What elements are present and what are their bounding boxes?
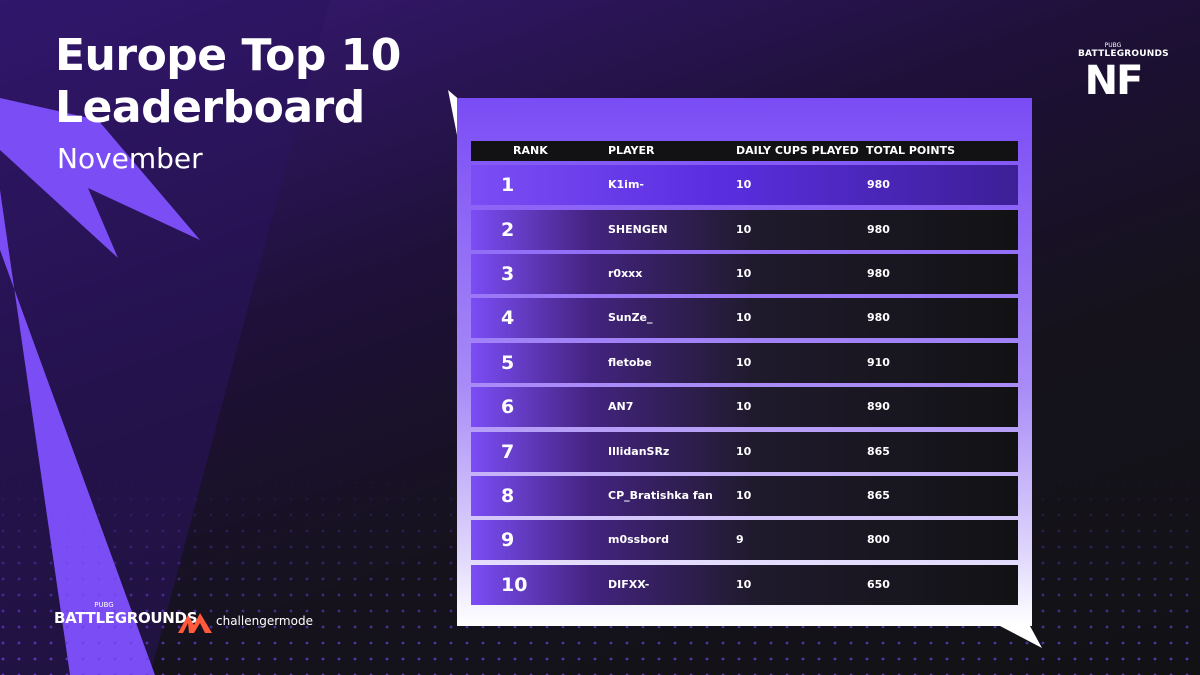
total-points-cell: 980 bbox=[867, 178, 890, 191]
player-cell: m0ssbord bbox=[608, 533, 669, 546]
rank-cell: 4 bbox=[501, 307, 515, 329]
nf-logo-pubg-text: PUBG bbox=[1104, 42, 1122, 49]
total-points-cell: 980 bbox=[867, 311, 890, 324]
player-cell: K1im- bbox=[608, 178, 644, 191]
daily-cups-cell: 10 bbox=[736, 267, 752, 280]
pubg-battlegrounds-logo: PUBG BATTLEGROUNDS bbox=[54, 601, 198, 627]
total-points-cell: 980 bbox=[867, 267, 890, 280]
total-points-cell: 865 bbox=[867, 489, 890, 502]
page-subtitle: November bbox=[57, 142, 203, 175]
challengermode-logo-text: challengermode bbox=[216, 614, 313, 628]
rank-cell: 10 bbox=[501, 574, 528, 596]
total-points-cell: 910 bbox=[867, 356, 890, 369]
player-cell: DIFXX- bbox=[608, 578, 650, 591]
rank-cell: 8 bbox=[501, 485, 515, 507]
table-row: 2 SHENGEN 10 980 bbox=[471, 210, 1018, 250]
player-cell: SHENGEN bbox=[608, 223, 668, 236]
daily-cups-cell: 10 bbox=[736, 578, 752, 591]
table-row: 5 fletobe 10 910 bbox=[471, 343, 1018, 383]
player-cell: CP_Bratishka fan bbox=[608, 489, 713, 502]
title-line-2: Leaderboard bbox=[55, 82, 365, 133]
daily-cups-cell: 10 bbox=[736, 445, 752, 458]
rank-cell: 3 bbox=[501, 263, 515, 285]
daily-cups-cell: 10 bbox=[736, 178, 752, 191]
rank-cell: 2 bbox=[501, 219, 515, 241]
player-cell: r0xxx bbox=[608, 267, 643, 280]
rank-cell: 6 bbox=[501, 396, 515, 418]
table-row: 9 m0ssbord 9 800 bbox=[471, 520, 1018, 560]
challengermode-mark-icon bbox=[178, 613, 212, 633]
pubg-logo-battlegrounds-text: BATTLEGROUNDS bbox=[54, 609, 198, 627]
table-header-bar bbox=[471, 141, 1018, 161]
total-points-cell: 865 bbox=[867, 445, 890, 458]
daily-cups-cell: 10 bbox=[736, 400, 752, 413]
table-row: 3 r0xxx 10 980 bbox=[471, 254, 1018, 294]
table-row: 7 IllidanSRz 10 865 bbox=[471, 432, 1018, 472]
title-line-1: Europe Top 10 bbox=[55, 30, 401, 81]
column-header-daily-cups: DAILY CUPS PLAYED bbox=[736, 144, 859, 157]
daily-cups-cell: 9 bbox=[736, 533, 744, 546]
column-header-player: PLAYER bbox=[608, 144, 655, 157]
left-spike-shape bbox=[0, 98, 200, 258]
player-cell: IllidanSRz bbox=[608, 445, 670, 458]
daily-cups-cell: 10 bbox=[736, 223, 752, 236]
panel-tail-shape bbox=[1000, 626, 1042, 648]
rank-cell: 9 bbox=[501, 529, 515, 551]
player-cell: SunZe_ bbox=[608, 311, 653, 324]
total-points-cell: 890 bbox=[867, 400, 890, 413]
rank-cell: 5 bbox=[501, 352, 515, 374]
pubg-logo-pubg-text: PUBG bbox=[94, 601, 114, 609]
nf-logo-battlegrounds-text: BATTLEGROUNDS bbox=[1078, 49, 1169, 59]
rank-cell: 7 bbox=[501, 441, 515, 463]
nf-logo-mark: NF bbox=[1084, 58, 1144, 104]
daily-cups-cell: 10 bbox=[736, 356, 752, 369]
total-points-cell: 800 bbox=[867, 533, 890, 546]
table-row: 4 SunZe_ 10 980 bbox=[471, 298, 1018, 338]
table-row: 6 AN7 10 890 bbox=[471, 387, 1018, 427]
daily-cups-cell: 10 bbox=[736, 489, 752, 502]
player-cell: AN7 bbox=[608, 400, 634, 413]
column-header-total-points: TOTAL POINTS bbox=[866, 144, 955, 157]
table-row: 10 DIFXX- 10 650 bbox=[471, 565, 1018, 605]
player-cell: fletobe bbox=[608, 356, 652, 369]
total-points-cell: 650 bbox=[867, 578, 890, 591]
daily-cups-cell: 10 bbox=[736, 311, 752, 324]
table-row: 8 CP_Bratishka fan 10 865 bbox=[471, 476, 1018, 516]
table-row: 1 K1im- 10 980 bbox=[471, 165, 1018, 205]
challengermode-logo: challengermode bbox=[178, 609, 313, 633]
column-header-rank: RANK bbox=[513, 144, 548, 157]
pubg-nf-logo: PUBG BATTLEGROUNDS NF bbox=[1078, 42, 1169, 104]
page-title: Europe Top 10 Leaderboard bbox=[55, 30, 401, 134]
total-points-cell: 980 bbox=[867, 223, 890, 236]
rank-cell: 1 bbox=[501, 174, 515, 196]
